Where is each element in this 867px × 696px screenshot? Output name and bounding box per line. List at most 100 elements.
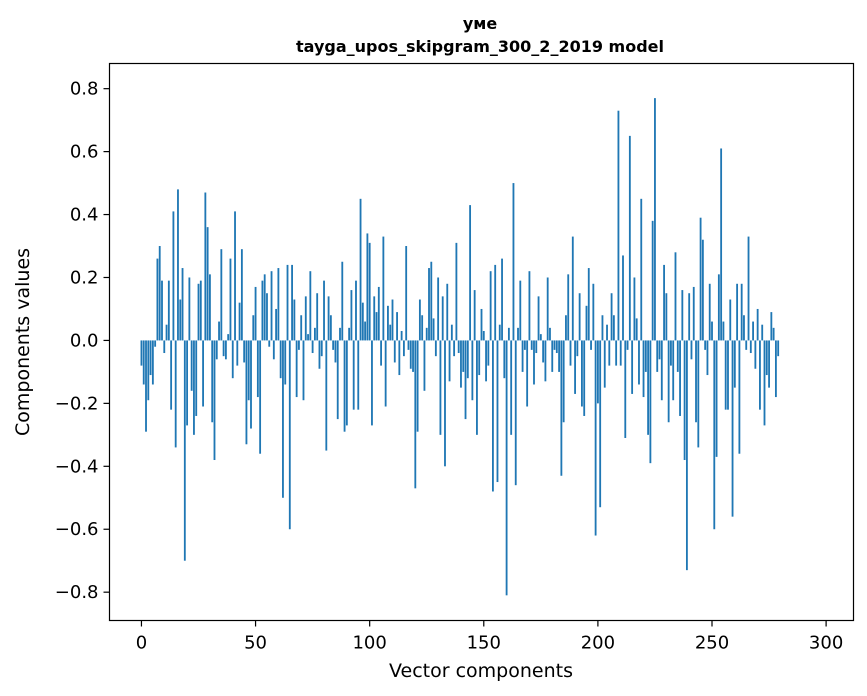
bar: [612, 315, 615, 341]
bar: [676, 340, 679, 372]
bar: [546, 277, 549, 341]
bar: [357, 340, 360, 410]
bar: [377, 286, 380, 341]
x-axis-ticks: 0 50 100 150 200 250 300: [136, 620, 843, 654]
bar: [601, 315, 604, 341]
bar: [571, 236, 574, 341]
bar: [626, 340, 629, 350]
bar: [387, 305, 389, 341]
bar: [345, 340, 348, 426]
bar: [286, 264, 289, 341]
bar: [512, 183, 515, 341]
bar: [460, 340, 462, 388]
bar: [234, 211, 236, 341]
bar: [295, 340, 298, 398]
bar: [624, 340, 627, 438]
bar: [252, 315, 255, 341]
bar: [478, 340, 481, 376]
bar: [140, 340, 143, 366]
bar: [170, 340, 173, 410]
bar: [635, 318, 638, 341]
bar: [259, 340, 262, 454]
bar: [590, 340, 592, 350]
bar: [407, 340, 410, 350]
bar: [763, 340, 766, 426]
bar: [177, 189, 179, 341]
bar: [272, 340, 275, 360]
bar: [606, 324, 608, 341]
bar: [628, 135, 631, 341]
bar: [193, 340, 195, 435]
bar: [412, 340, 414, 372]
bar: [615, 340, 618, 366]
bar: [209, 274, 211, 341]
bar: [186, 340, 189, 426]
bar: [640, 198, 643, 341]
bar: [245, 340, 248, 445]
bar: [307, 334, 309, 341]
bar: [496, 340, 499, 483]
x-tick-label: 50: [244, 633, 267, 654]
bar: [569, 340, 572, 366]
y-tick-label: 0.6: [70, 142, 99, 163]
bar: [439, 340, 442, 435]
bar: [311, 340, 314, 354]
bar: [585, 305, 588, 341]
bar: [453, 340, 456, 357]
bar: [444, 340, 446, 467]
bar: [318, 340, 321, 369]
bar: [279, 340, 282, 379]
bar: [161, 280, 163, 341]
bar: [423, 340, 426, 391]
bar: [240, 249, 243, 341]
plot-frame: [108, 62, 855, 622]
bar: [560, 340, 563, 476]
bar: [505, 340, 508, 596]
bar: [327, 296, 330, 341]
bar: [471, 340, 474, 401]
bar: [681, 290, 684, 341]
bar: [174, 340, 177, 448]
bar: [743, 315, 745, 341]
bar: [774, 340, 777, 398]
bar: [631, 340, 634, 394]
bar: [685, 340, 688, 571]
bar: [770, 312, 773, 341]
bar: [772, 327, 775, 341]
bar: [517, 327, 519, 341]
bar: [352, 340, 355, 410]
bar: [149, 340, 152, 376]
bar: [247, 340, 250, 401]
bar: [706, 340, 709, 376]
bar: [457, 340, 460, 354]
y-tick-label: 0.2: [70, 267, 99, 288]
bar: [373, 296, 376, 341]
y-tick-label: −0.2: [55, 393, 99, 414]
bar: [752, 321, 754, 341]
bar: [213, 340, 216, 461]
bar: [366, 233, 369, 341]
x-axis-label: Vector components: [389, 660, 573, 682]
bar: [558, 340, 561, 372]
bar: [642, 340, 645, 398]
bar: [400, 330, 403, 341]
y-tick-label: 0.0: [70, 330, 99, 351]
bar: [594, 340, 597, 536]
bar: [261, 280, 264, 341]
bar: [688, 293, 691, 341]
bar: [183, 340, 186, 561]
y-axis-label: Components values: [12, 248, 34, 436]
bar: [432, 318, 435, 341]
bar: [720, 148, 723, 341]
bar: [622, 255, 624, 341]
bar: [393, 340, 396, 363]
bar: [576, 340, 579, 357]
x-tick-label: 150: [467, 633, 501, 654]
bar: [647, 340, 650, 435]
bar: [738, 340, 741, 454]
bar: [740, 283, 743, 341]
bar: [220, 249, 223, 341]
bar: [699, 217, 702, 341]
bar: [494, 264, 497, 341]
bar: [316, 293, 319, 341]
